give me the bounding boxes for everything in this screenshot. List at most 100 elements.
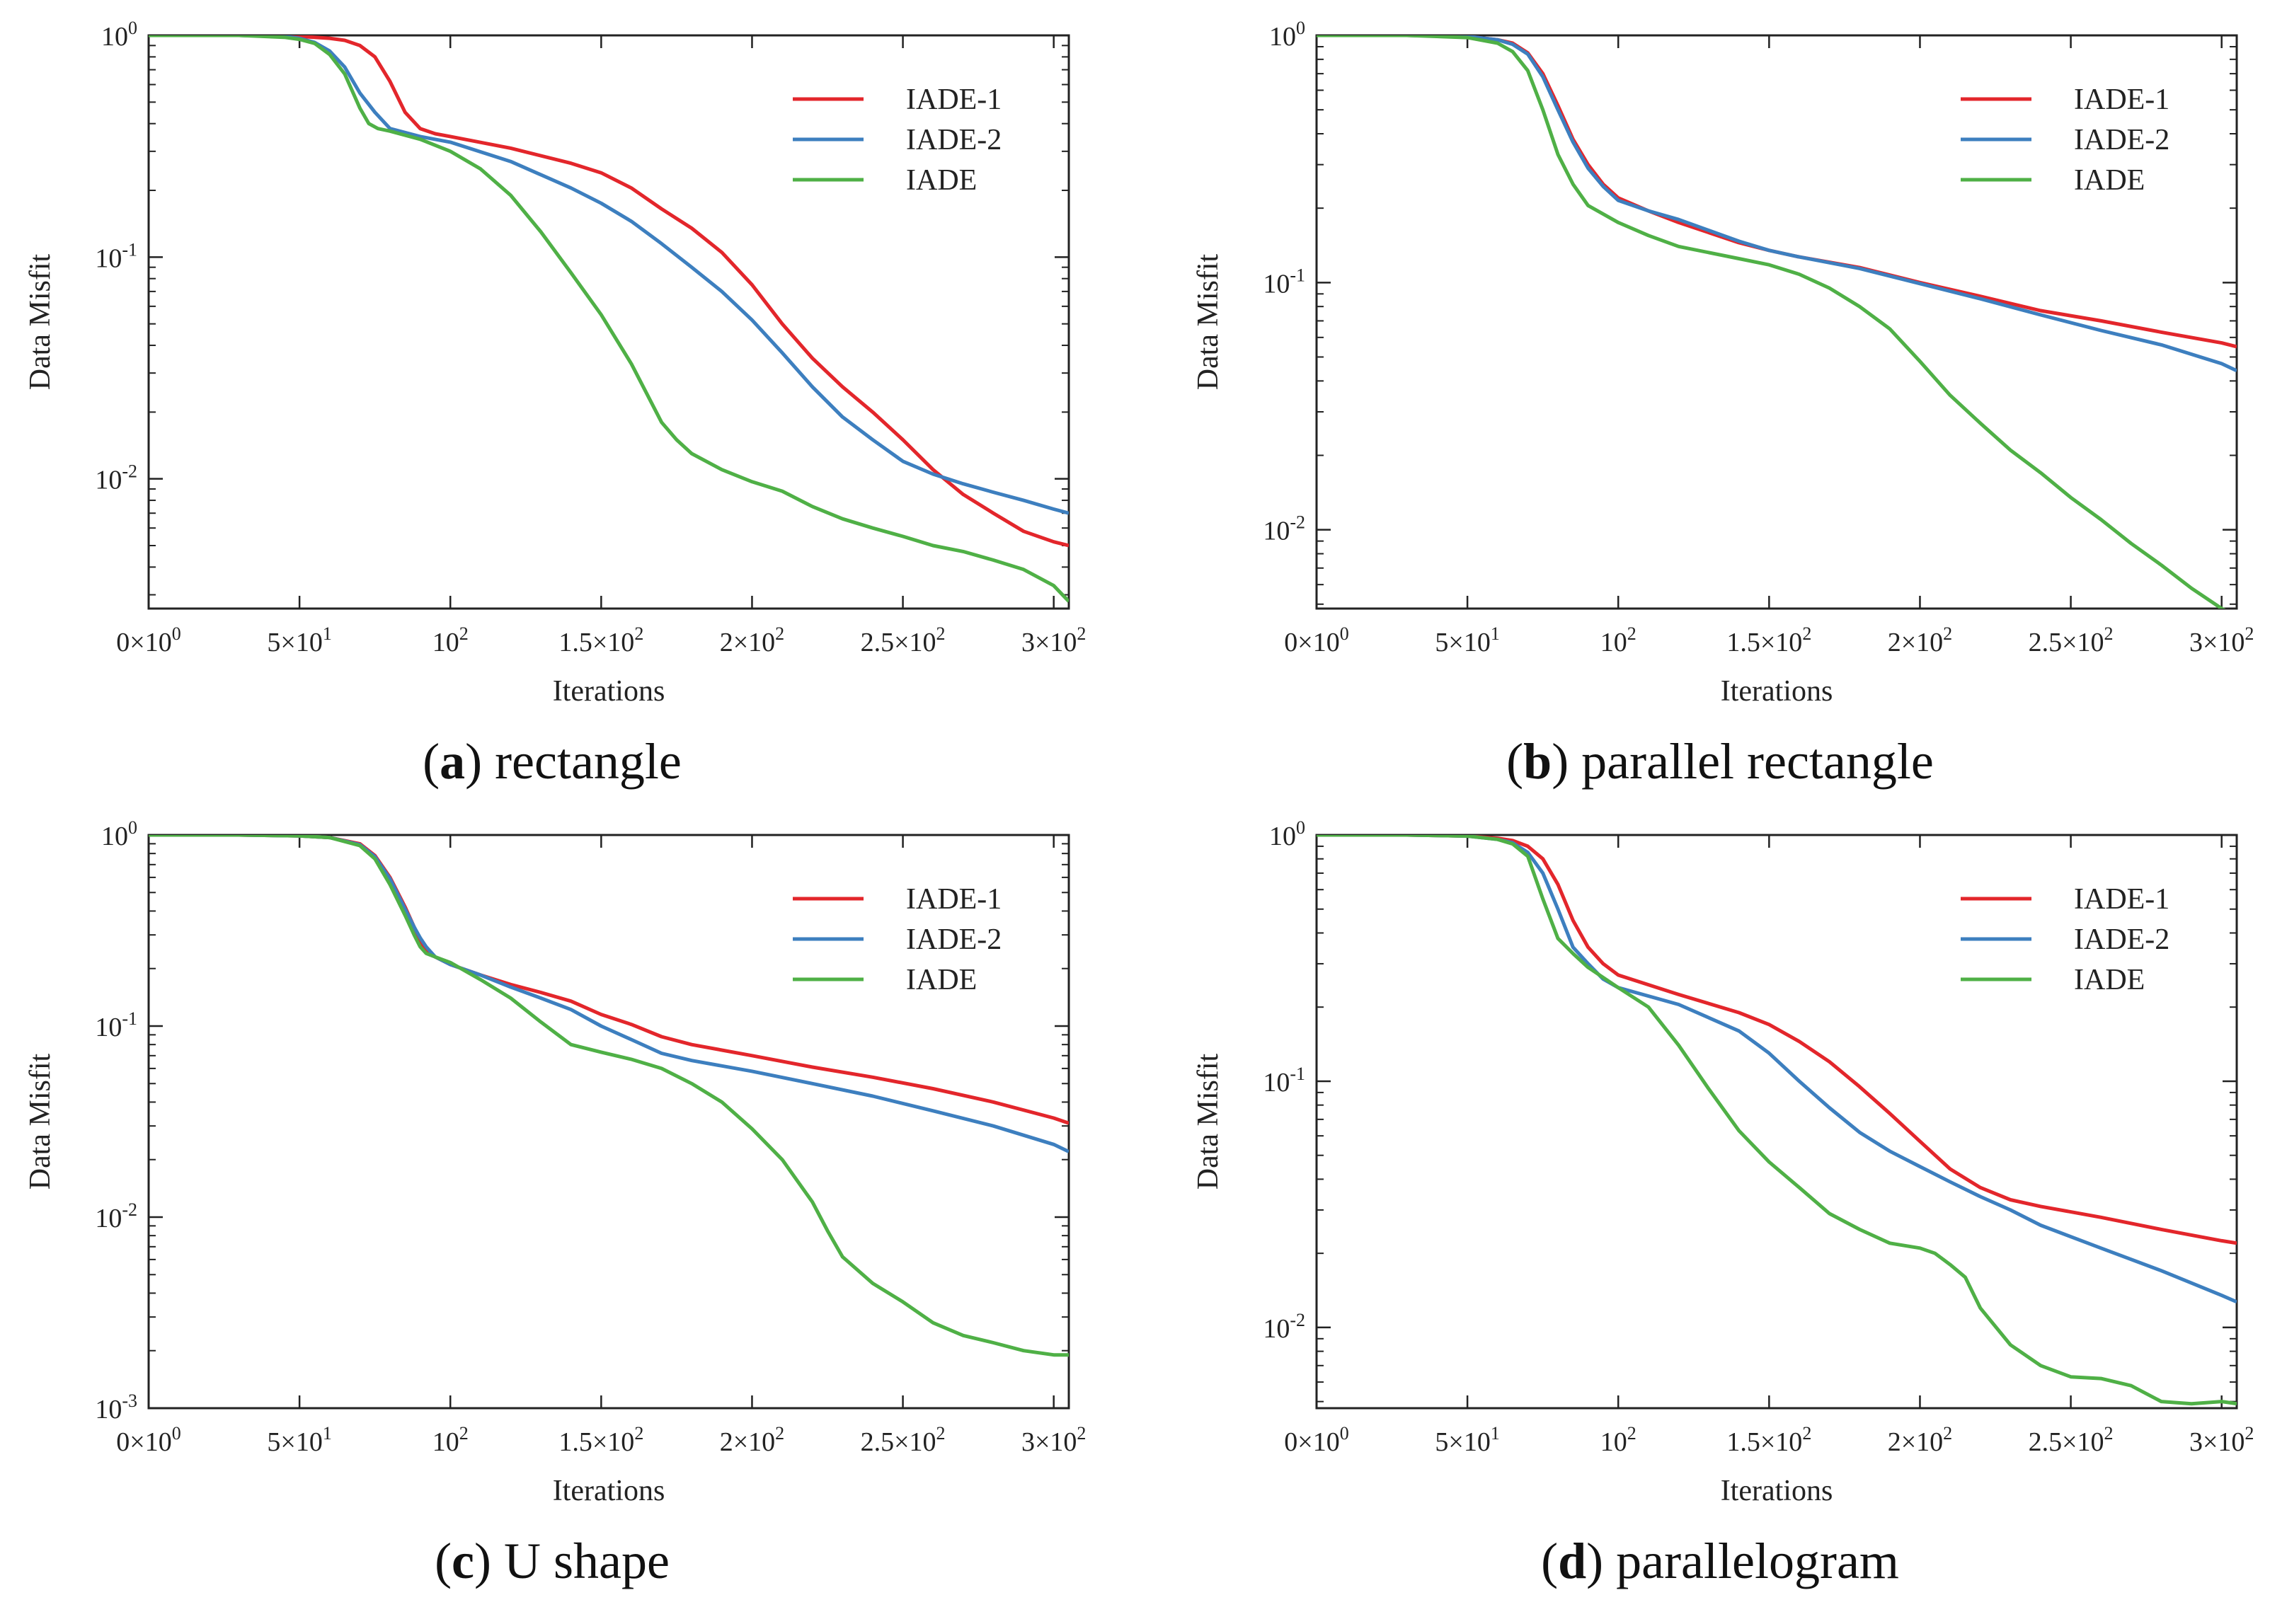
x-tick-exp: 1: [323, 1423, 332, 1444]
x-tick-label: 3×102: [1021, 623, 1086, 657]
panel-caption: (b) parallel rectangle: [1506, 733, 1934, 790]
y-tick-exp: 0: [128, 18, 137, 38]
series-line-iade-2: [1317, 35, 2237, 373]
y-tick-base: 10: [1263, 1314, 1290, 1344]
y-tick-exp: -1: [122, 1008, 137, 1029]
x-tick-base: 5×10: [267, 628, 322, 657]
x-tick-exp: 2: [634, 623, 643, 644]
x-tick-label: 2.5×102: [861, 623, 946, 657]
y-tick-label: 10-3: [95, 1390, 137, 1424]
legend-label: IADE-1: [906, 83, 1002, 116]
x-tick-base: 5×10: [267, 1427, 322, 1457]
panel-d: 0×100 5×101 102 1.5×102 2×102 2.5×102 3×102 100…: [1168, 800, 2270, 1592]
x-tick-exp: 2: [1077, 623, 1086, 644]
y-axis-label: Data Misfit: [24, 1053, 57, 1190]
x-tick-base: 10: [432, 1427, 459, 1457]
panel-c: 0×100 5×101 102 1.5×102 2×102 2.5×102 3×102 100…: [0, 800, 1104, 1592]
legend-label: IADE: [2074, 164, 2145, 197]
x-tick-label: 1.5×102: [558, 1423, 643, 1457]
y-axis-label: Data Misfit: [1192, 253, 1225, 390]
x-tick-exp: 2: [2104, 623, 2114, 644]
x-tick-label: 5×101: [267, 623, 331, 657]
x-tick-exp: 0: [1340, 1423, 1349, 1444]
x-tick-label: 2.5×102: [2029, 623, 2114, 657]
y-tick-label: 100: [1269, 817, 1305, 851]
x-tick-base: 3×10: [1021, 628, 1077, 657]
x-tick-label: 2.5×102: [2029, 1423, 2114, 1457]
x-tick-base: 10: [432, 628, 459, 657]
x-tick-exp: 2: [459, 1423, 469, 1444]
y-axis-label: Data Misfit: [24, 253, 57, 390]
x-tick-base: 1.5×10: [558, 1427, 634, 1457]
y-tick-base: 10: [101, 822, 128, 851]
y-tick-label: 10-1: [1263, 265, 1305, 299]
legend-label: IADE-2: [2074, 923, 2169, 956]
y-tick-label: 10-2: [1263, 512, 1305, 546]
series-line-iade: [1317, 835, 2237, 1406]
x-tick-exp: 1: [323, 623, 332, 644]
caption-letter: b: [1523, 733, 1552, 790]
x-axis-label: Iterations: [553, 1475, 665, 1507]
x-tick-label: 2×102: [1888, 1423, 1952, 1457]
x-tick-base: 0×10: [116, 1427, 171, 1457]
legend-label: IADE: [906, 964, 977, 996]
caption-text: parallelogram: [1616, 1533, 1899, 1589]
x-tick-label: 5×101: [267, 1423, 331, 1457]
x-tick-base: 10: [1600, 628, 1627, 657]
x-tick-label: 102: [432, 623, 469, 657]
x-tick-label: 0×100: [116, 623, 180, 657]
x-tick-base: 1.5×10: [1726, 1427, 1802, 1457]
x-tick-label: 1.5×102: [1726, 1423, 1811, 1457]
plot-frame: [1315, 834, 2238, 1410]
x-tick-base: 2.5×10: [2029, 628, 2104, 657]
x-tick-base: 1.5×10: [1726, 628, 1802, 657]
panel-b: 0×100 5×101 102 1.5×102 2×102 2.5×102 3×102 100…: [1168, 0, 2270, 793]
y-tick-base: 10: [95, 243, 122, 273]
x-tick-exp: 0: [1340, 623, 1349, 644]
caption-text: U shape: [504, 1533, 670, 1589]
x-tick-label: 1.5×102: [558, 623, 643, 657]
x-tick-base: 1.5×10: [558, 628, 634, 657]
x-tick-base: 2×10: [720, 628, 775, 657]
panel-caption: (a) rectangle: [423, 733, 682, 790]
x-tick-exp: 2: [1077, 1423, 1086, 1444]
series-line-iade-1: [1317, 835, 2237, 1245]
legend-label: IADE-1: [906, 883, 1002, 916]
y-axis-label: Data Misfit: [1192, 1053, 1225, 1190]
y-tick-label: 10-1: [95, 1008, 137, 1042]
y-tick-base: 10: [95, 1395, 122, 1424]
x-tick-base: 0×10: [1284, 1427, 1339, 1457]
x-tick-base: 3×10: [1021, 1427, 1077, 1457]
x-tick-base: 3×10: [2189, 628, 2245, 657]
panel-caption: (c) U shape: [435, 1533, 670, 1589]
x-tick-label: 102: [1600, 623, 1636, 657]
y-tick-base: 10: [1269, 22, 1296, 52]
x-tick-base: 2×10: [1888, 628, 1943, 657]
x-tick-exp: 2: [1627, 1423, 1636, 1444]
x-tick-base: 3×10: [2189, 1427, 2245, 1457]
x-tick-label: 102: [1600, 1423, 1636, 1457]
y-tick-label: 10-2: [95, 461, 137, 495]
chart-svg: 0×100 5×101 102 1.5×102 2×102 2.5×102 3×102100…: [1192, 817, 2254, 1589]
caption-letter: c: [452, 1533, 474, 1589]
chart-svg: 0×100 5×101 102 1.5×102 2×102 2.5×102 3×102100…: [1192, 18, 2254, 790]
chart-svg: 0×100 5×101 102 1.5×102 2×102 2.5×102 3×102100…: [24, 18, 1086, 790]
y-tick-base: 10: [95, 466, 122, 495]
x-tick-label: 2×102: [1888, 623, 1952, 657]
x-tick-exp: 1: [1491, 623, 1500, 644]
legend-label: IADE-1: [2074, 883, 2169, 916]
x-tick-exp: 2: [459, 623, 469, 644]
y-tick-base: 10: [1263, 1068, 1290, 1098]
y-tick-exp: -2: [1290, 1310, 1305, 1330]
x-tick-base: 2.5×10: [2029, 1427, 2104, 1457]
y-tick-exp: -1: [1290, 1064, 1305, 1084]
x-axis-label: Iterations: [1721, 1475, 1833, 1507]
y-tick-base: 10: [95, 1013, 122, 1042]
x-tick-label: 5×101: [1435, 623, 1499, 657]
x-tick-exp: 0: [172, 1423, 181, 1444]
panel-caption: (d) parallelogram: [1541, 1533, 1899, 1589]
x-tick-base: 0×10: [116, 628, 171, 657]
legend-label: IADE-2: [2074, 124, 2169, 156]
chart-svg: 0×100 5×101 102 1.5×102 2×102 2.5×102 3×102100…: [24, 817, 1086, 1589]
x-tick-exp: 2: [775, 623, 784, 644]
